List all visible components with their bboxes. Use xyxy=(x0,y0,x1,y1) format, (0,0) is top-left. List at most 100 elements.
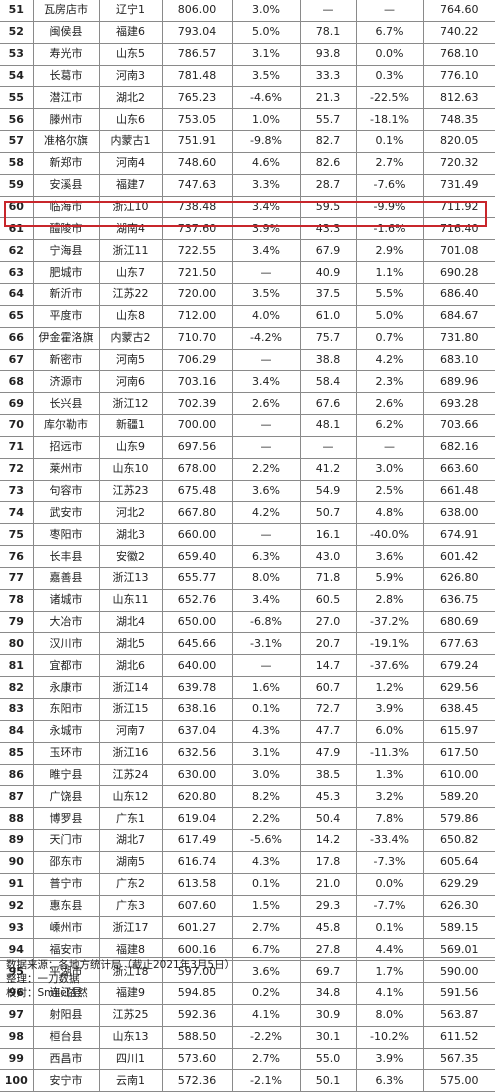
ratio-change-cell: -18.1% xyxy=(355,108,423,132)
table-row: 90 邵东市 湖南5 616.74 4.3% 17.8 -7.3% 605.64 xyxy=(0,851,495,874)
gdp-cell: 652.76 xyxy=(161,589,232,612)
gdp-cell: 793.04 xyxy=(161,21,232,44)
province-rank-cell: 湖北6 xyxy=(98,654,162,678)
gdp-growth-cell: -5.6% xyxy=(231,829,300,852)
table-row: 81 宜都市 湖北6 640.00—14.7 -37.6% 679.24 xyxy=(0,654,495,678)
source-note: 数据来源：各地方统计局（截止2021年3月5日） xyxy=(6,959,236,971)
gdp-growth-cell: 5.0% xyxy=(231,21,300,44)
table-row: 63 肥城市 山东7 721.50—40.9 1.1% 690.28 xyxy=(0,261,495,284)
county-name-cell: 库尔勒市 xyxy=(32,414,99,437)
prev-gdp-cell: 776.10 xyxy=(422,65,495,88)
gdp-cell: 620.80 xyxy=(161,785,232,809)
gdp-cell: 600.16 xyxy=(161,938,232,962)
prev-gdp-cell: 674.91 xyxy=(422,523,495,547)
province-rank-cell: 辽宁1 xyxy=(98,0,162,22)
ratio-change-cell: 6.0% xyxy=(355,720,423,743)
province-rank-cell: 新疆1 xyxy=(98,414,162,437)
table-row: 79 大冶市 湖北4 650.00 -6.8% 27.0 -37.2% 680.69 xyxy=(0,611,495,634)
table-row: 75 枣阳市 湖北3 660.00—16.1 -40.0% 674.91 xyxy=(0,523,495,547)
ratio-change-cell: 0.1% xyxy=(355,130,423,153)
gdp-cell: 697.56 xyxy=(161,436,232,459)
ratio-change-cell: -37.6% xyxy=(355,654,423,678)
gdp-growth-cell: 6.3% xyxy=(231,545,300,568)
prev-gdp-cell: 716.40 xyxy=(422,217,495,241)
county-name-cell: 嵊州市 xyxy=(32,916,99,940)
prev-gdp-cell: 683.10 xyxy=(422,349,495,372)
ratio-cell: 55.0 xyxy=(299,1048,356,1071)
rank-cell: 75 xyxy=(0,523,33,547)
table-row: 82 永康市 浙江14 639.78 1.6% 60.7 1.2% 629.56 xyxy=(0,676,495,699)
gdp-growth-cell: 3.1% xyxy=(231,742,300,765)
ratio-change-cell: 1.1% xyxy=(355,261,423,284)
table-row: 94 福安市 福建8 600.16 6.7% 27.8 4.4% 569.01 xyxy=(0,938,495,962)
ratio-change-cell: 4.2% xyxy=(355,349,423,372)
gdp-cell: 753.05 xyxy=(161,108,232,132)
rank-cell: 83 xyxy=(0,698,33,721)
gdp-cell: 667.80 xyxy=(161,501,232,525)
gdp-cell: 650.00 xyxy=(161,611,232,634)
gdp-cell: 619.04 xyxy=(161,807,232,831)
table-row: 64 新沂市 江苏22 720.00 3.5% 37.5 5.5% 686.40 xyxy=(0,283,495,306)
gdp-growth-cell: 3.1% xyxy=(231,43,300,66)
county-name-cell: 桓台县 xyxy=(32,1026,99,1049)
county-name-cell: 武安市 xyxy=(32,501,99,525)
county-name-cell: 寿光市 xyxy=(32,43,99,66)
ratio-cell: 78.1 xyxy=(299,21,356,44)
ratio-change-cell: -7.3% xyxy=(355,851,423,874)
ratio-change-cell: 3.9% xyxy=(355,1048,423,1071)
prev-gdp-cell: 611.52 xyxy=(422,1026,495,1049)
ratio-cell: 67.9 xyxy=(299,239,356,263)
ratio-cell: 14.2 xyxy=(299,829,356,852)
ratio-cell: 47.9 xyxy=(299,742,356,765)
ratio-change-cell: 0.0% xyxy=(355,43,423,66)
province-rank-cell: 福建7 xyxy=(98,174,162,197)
prev-gdp-cell: 569.01 xyxy=(422,938,495,962)
prev-gdp-cell: 610.00 xyxy=(422,764,495,787)
ratio-cell: 21.3 xyxy=(299,86,356,110)
gdp-cell: 751.91 xyxy=(161,130,232,153)
gdp-cell: 660.00 xyxy=(161,523,232,547)
table-row: 100 安宁市 云南1 572.36 -2.1% 50.1 6.3% 575.00 xyxy=(0,1069,495,1092)
province-rank-cell: 浙江17 xyxy=(98,916,162,940)
prev-gdp-cell: 677.63 xyxy=(422,632,495,656)
table-row: 93 嵊州市 浙江17 601.27 2.7% 45.8 0.1% 589.15 xyxy=(0,916,495,940)
gdp-cell: 630.00 xyxy=(161,764,232,787)
prev-gdp-cell: 663.60 xyxy=(422,458,495,481)
ratio-cell: 75.7 xyxy=(299,327,356,350)
rank-cell: 90 xyxy=(0,851,33,874)
county-name-cell: 闽侯县 xyxy=(32,21,99,44)
proofreader-note: 校对：Smile依然 xyxy=(6,987,88,999)
province-rank-cell: 河南6 xyxy=(98,370,162,394)
ratio-change-cell: 0.0% xyxy=(355,873,423,896)
province-rank-cell: 山东9 xyxy=(98,436,162,459)
ratio-change-cell: -7.6% xyxy=(355,174,423,197)
prev-gdp-cell: 589.20 xyxy=(422,785,495,809)
ratio-change-cell: -11.3% xyxy=(355,742,423,765)
table-row: 86 睢宁县 江苏24 630.00 3.0% 38.5 1.3% 610.00 xyxy=(0,764,495,787)
province-rank-cell: 浙江18 xyxy=(98,960,162,983)
county-name-cell: 东阳市 xyxy=(32,698,99,721)
table-row: 97 射阳县 江苏25 592.36 4.1% 30.9 8.0% 563.87 xyxy=(0,1004,495,1027)
gdp-growth-cell: 0.1% xyxy=(231,698,300,721)
rank-cell: 69 xyxy=(0,392,33,416)
table-row: 58 新郑市 河南4 748.60 4.6% 82.6 2.7% 720.32 xyxy=(0,152,495,175)
county-name-cell: 永康市 xyxy=(32,676,99,699)
rank-cell: 71 xyxy=(0,436,33,459)
gdp-cell: 640.00 xyxy=(161,654,232,678)
ratio-change-cell: 2.7% xyxy=(355,152,423,175)
county-name-cell: 长葛市 xyxy=(32,65,99,88)
ratio-cell: 60.5 xyxy=(299,589,356,612)
prev-gdp-cell: 711.92 xyxy=(422,196,495,219)
gdp-growth-cell: 8.0% xyxy=(231,567,300,590)
county-name-cell: 招远市 xyxy=(32,436,99,459)
table-row: 57 准格尔旗 内蒙古1 751.91 -9.8% 82.7 0.1% 820.05 xyxy=(0,130,495,153)
gdp-growth-cell: 4.3% xyxy=(231,851,300,874)
table-row: 59 安溪县 福建7 747.63 3.3% 28.7 -7.6% 731.49 xyxy=(0,174,495,197)
prev-gdp-cell: 579.86 xyxy=(422,807,495,831)
rank-cell: 85 xyxy=(0,742,33,765)
table-row: 87 广饶县 山东12 620.80 8.2% 45.3 3.2% 589.20 xyxy=(0,785,495,809)
prev-gdp-cell: 764.60 xyxy=(422,0,495,22)
rank-cell: 77 xyxy=(0,567,33,590)
ratio-change-cell: 2.8% xyxy=(355,589,423,612)
rank-cell: 94 xyxy=(0,938,33,962)
